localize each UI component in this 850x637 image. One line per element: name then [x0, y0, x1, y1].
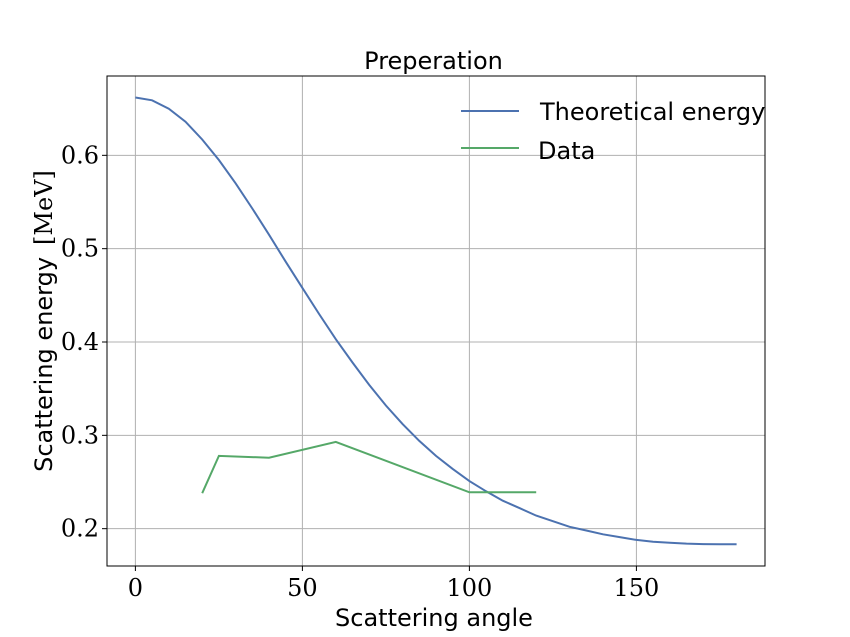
x-axis-label: Scattering angle [335, 604, 533, 632]
y-tick-label: 0.6 [61, 141, 99, 169]
x-tick-label: 100 [446, 574, 492, 602]
y-tick-label: 0.5 [61, 235, 99, 263]
y-tick-label: 0.3 [61, 421, 99, 449]
grid-lines [107, 76, 765, 566]
y-tick-label: 0.4 [61, 328, 99, 356]
legend: Theoretical energy Data [461, 98, 765, 165]
x-tick-label: 0 [128, 574, 143, 602]
plot-frame [106, 75, 766, 567]
legend-label-theoretical-energy: Theoretical energy [539, 98, 765, 126]
y-tick-label: 0.2 [61, 515, 99, 543]
legend-label-data: Data [538, 137, 595, 165]
data-line [201, 440, 537, 494]
y-axis-label-text: Scattering energy [30, 257, 58, 472]
y-axis-label: Scattering energy [MeV] [30, 170, 58, 472]
chart-title: Preperation [364, 47, 503, 75]
theoretical-energy-line [135, 96, 737, 546]
x-tick-label: 150 [613, 574, 659, 602]
x-tick-label: 50 [287, 574, 318, 602]
axis-ticks: 0 50 100 150 0.2 0.3 0.4 0.5 0.6 [61, 141, 659, 602]
y-axis-label-unit: [MeV] [30, 170, 58, 245]
series-lines [135, 96, 737, 546]
